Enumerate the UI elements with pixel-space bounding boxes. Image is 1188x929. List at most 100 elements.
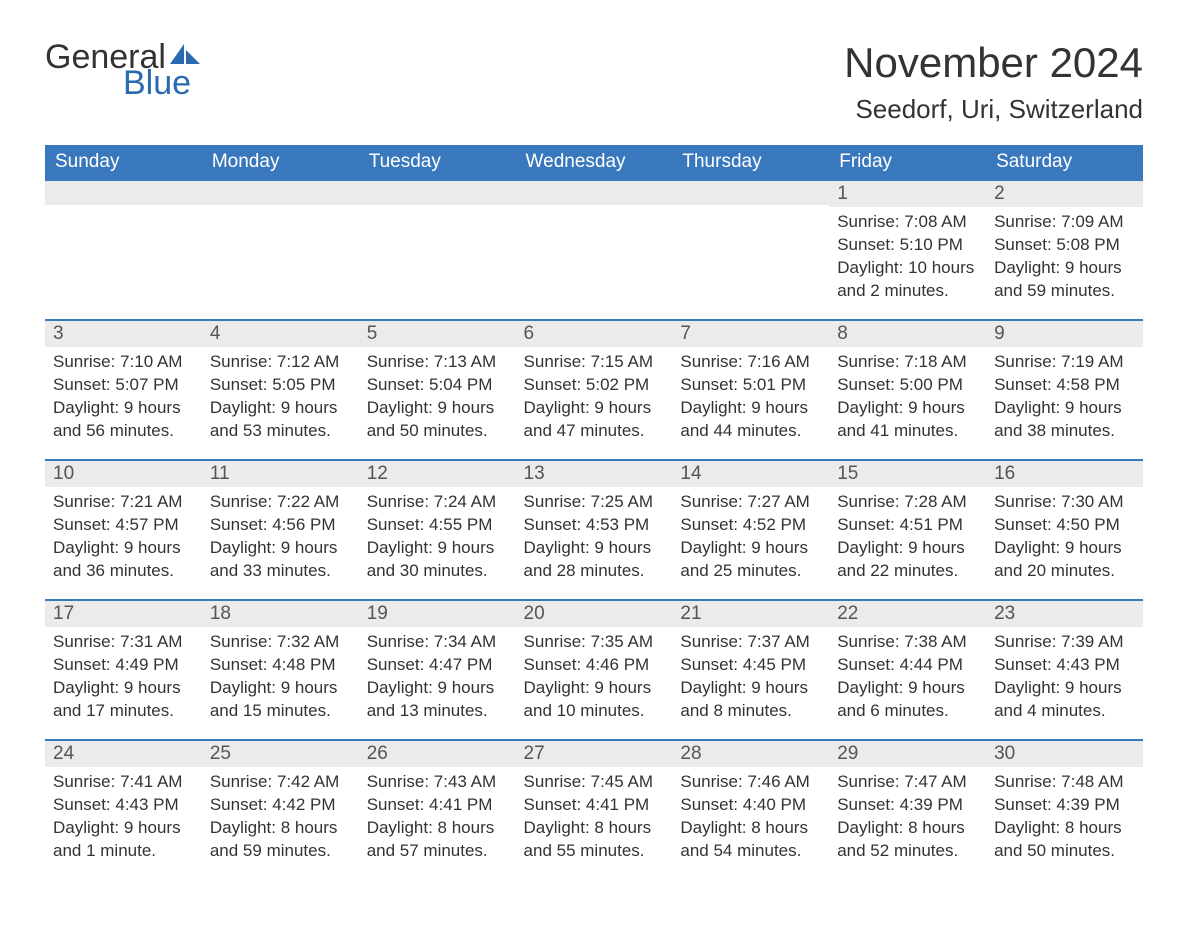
daylight-text: Daylight: 9 hours and 22 minutes. xyxy=(837,537,978,583)
day-body: Sunrise: 7:41 AMSunset: 4:43 PMDaylight:… xyxy=(45,767,202,871)
day-body: Sunrise: 7:22 AMSunset: 4:56 PMDaylight:… xyxy=(202,487,359,591)
daylight-text: Daylight: 9 hours and 10 minutes. xyxy=(524,677,665,723)
logo: General Blue xyxy=(45,40,200,100)
sunrise-text: Sunrise: 7:10 AM xyxy=(53,351,194,374)
sunrise-text: Sunrise: 7:22 AM xyxy=(210,491,351,514)
day-wrap: 22Sunrise: 7:38 AMSunset: 4:44 PMDayligh… xyxy=(829,599,986,731)
calendar-cell: 6Sunrise: 7:15 AMSunset: 5:02 PMDaylight… xyxy=(516,319,673,459)
calendar-cell: 30Sunrise: 7:48 AMSunset: 4:39 PMDayligh… xyxy=(986,739,1143,879)
calendar-cell: 12Sunrise: 7:24 AMSunset: 4:55 PMDayligh… xyxy=(359,459,516,599)
calendar-table: SundayMondayTuesdayWednesdayThursdayFrid… xyxy=(45,145,1143,879)
sunset-text: Sunset: 4:41 PM xyxy=(524,794,665,817)
sunset-text: Sunset: 4:41 PM xyxy=(367,794,508,817)
day-wrap: 9Sunrise: 7:19 AMSunset: 4:58 PMDaylight… xyxy=(986,319,1143,451)
daylight-text: Daylight: 9 hours and 41 minutes. xyxy=(837,397,978,443)
calendar-cell: 18Sunrise: 7:32 AMSunset: 4:48 PMDayligh… xyxy=(202,599,359,739)
day-body: Sunrise: 7:46 AMSunset: 4:40 PMDaylight:… xyxy=(672,767,829,871)
calendar-cell: 21Sunrise: 7:37 AMSunset: 4:45 PMDayligh… xyxy=(672,599,829,739)
sunrise-text: Sunrise: 7:39 AM xyxy=(994,631,1135,654)
calendar-week-row: 17Sunrise: 7:31 AMSunset: 4:49 PMDayligh… xyxy=(45,599,1143,739)
day-wrap: 11Sunrise: 7:22 AMSunset: 4:56 PMDayligh… xyxy=(202,459,359,591)
month-title: November 2024 xyxy=(844,40,1143,86)
sunrise-text: Sunrise: 7:46 AM xyxy=(680,771,821,794)
sunset-text: Sunset: 5:00 PM xyxy=(837,374,978,397)
daylight-text: Daylight: 9 hours and 38 minutes. xyxy=(994,397,1135,443)
calendar-cell: 22Sunrise: 7:38 AMSunset: 4:44 PMDayligh… xyxy=(829,599,986,739)
day-number: 4 xyxy=(202,321,359,347)
sunset-text: Sunset: 4:52 PM xyxy=(680,514,821,537)
day-number: 29 xyxy=(829,741,986,767)
day-number: 5 xyxy=(359,321,516,347)
day-number: 1 xyxy=(829,181,986,207)
sunrise-text: Sunrise: 7:37 AM xyxy=(680,631,821,654)
calendar-body: 1Sunrise: 7:08 AMSunset: 5:10 PMDaylight… xyxy=(45,179,1143,879)
daylight-text: Daylight: 9 hours and 47 minutes. xyxy=(524,397,665,443)
sunset-text: Sunset: 5:07 PM xyxy=(53,374,194,397)
day-body: Sunrise: 7:45 AMSunset: 4:41 PMDaylight:… xyxy=(516,767,673,871)
daylight-text: Daylight: 9 hours and 56 minutes. xyxy=(53,397,194,443)
day-wrap: 1Sunrise: 7:08 AMSunset: 5:10 PMDaylight… xyxy=(829,179,986,311)
day-number: 20 xyxy=(516,601,673,627)
calendar-cell: 11Sunrise: 7:22 AMSunset: 4:56 PMDayligh… xyxy=(202,459,359,599)
daylight-text: Daylight: 9 hours and 17 minutes. xyxy=(53,677,194,723)
sunrise-text: Sunrise: 7:35 AM xyxy=(524,631,665,654)
day-wrap: 16Sunrise: 7:30 AMSunset: 4:50 PMDayligh… xyxy=(986,459,1143,591)
weekday-header: Saturday xyxy=(986,145,1143,179)
calendar-cell: 2Sunrise: 7:09 AMSunset: 5:08 PMDaylight… xyxy=(986,179,1143,319)
sunset-text: Sunset: 4:43 PM xyxy=(994,654,1135,677)
day-wrap: 3Sunrise: 7:10 AMSunset: 5:07 PMDaylight… xyxy=(45,319,202,451)
day-body: Sunrise: 7:42 AMSunset: 4:42 PMDaylight:… xyxy=(202,767,359,871)
calendar-cell: 17Sunrise: 7:31 AMSunset: 4:49 PMDayligh… xyxy=(45,599,202,739)
day-body: Sunrise: 7:30 AMSunset: 4:50 PMDaylight:… xyxy=(986,487,1143,591)
sunset-text: Sunset: 4:39 PM xyxy=(837,794,978,817)
day-body: Sunrise: 7:21 AMSunset: 4:57 PMDaylight:… xyxy=(45,487,202,591)
sunrise-text: Sunrise: 7:48 AM xyxy=(994,771,1135,794)
empty-day xyxy=(672,179,829,205)
sunrise-text: Sunrise: 7:13 AM xyxy=(367,351,508,374)
calendar-cell: 7Sunrise: 7:16 AMSunset: 5:01 PMDaylight… xyxy=(672,319,829,459)
calendar-page: General Blue November 2024 Seedorf, Uri,… xyxy=(0,0,1188,929)
day-wrap: 29Sunrise: 7:47 AMSunset: 4:39 PMDayligh… xyxy=(829,739,986,871)
calendar-cell xyxy=(516,179,673,319)
empty-day xyxy=(359,179,516,205)
empty-day xyxy=(202,179,359,205)
sunrise-text: Sunrise: 7:15 AM xyxy=(524,351,665,374)
daylight-text: Daylight: 10 hours and 2 minutes. xyxy=(837,257,978,303)
sunset-text: Sunset: 4:58 PM xyxy=(994,374,1135,397)
daylight-text: Daylight: 9 hours and 13 minutes. xyxy=(367,677,508,723)
day-body: Sunrise: 7:18 AMSunset: 5:00 PMDaylight:… xyxy=(829,347,986,451)
sunrise-text: Sunrise: 7:45 AM xyxy=(524,771,665,794)
sunrise-text: Sunrise: 7:38 AM xyxy=(837,631,978,654)
calendar-cell xyxy=(359,179,516,319)
weekday-header: Wednesday xyxy=(516,145,673,179)
sunset-text: Sunset: 4:55 PM xyxy=(367,514,508,537)
weekday-header: Friday xyxy=(829,145,986,179)
sunrise-text: Sunrise: 7:21 AM xyxy=(53,491,194,514)
day-body: Sunrise: 7:43 AMSunset: 4:41 PMDaylight:… xyxy=(359,767,516,871)
sunrise-text: Sunrise: 7:24 AM xyxy=(367,491,508,514)
day-number: 19 xyxy=(359,601,516,627)
sunset-text: Sunset: 4:44 PM xyxy=(837,654,978,677)
calendar-cell: 19Sunrise: 7:34 AMSunset: 4:47 PMDayligh… xyxy=(359,599,516,739)
sunrise-text: Sunrise: 7:41 AM xyxy=(53,771,194,794)
empty-day xyxy=(45,179,202,205)
day-number: 30 xyxy=(986,741,1143,767)
day-wrap: 25Sunrise: 7:42 AMSunset: 4:42 PMDayligh… xyxy=(202,739,359,871)
sunset-text: Sunset: 4:50 PM xyxy=(994,514,1135,537)
day-body: Sunrise: 7:24 AMSunset: 4:55 PMDaylight:… xyxy=(359,487,516,591)
calendar-cell: 13Sunrise: 7:25 AMSunset: 4:53 PMDayligh… xyxy=(516,459,673,599)
sunset-text: Sunset: 5:02 PM xyxy=(524,374,665,397)
sunset-text: Sunset: 4:51 PM xyxy=(837,514,978,537)
daylight-text: Daylight: 8 hours and 54 minutes. xyxy=(680,817,821,863)
sunrise-text: Sunrise: 7:34 AM xyxy=(367,631,508,654)
sunrise-text: Sunrise: 7:16 AM xyxy=(680,351,821,374)
daylight-text: Daylight: 9 hours and 1 minute. xyxy=(53,817,194,863)
calendar-cell: 5Sunrise: 7:13 AMSunset: 5:04 PMDaylight… xyxy=(359,319,516,459)
day-number: 7 xyxy=(672,321,829,347)
weekday-header: Thursday xyxy=(672,145,829,179)
daylight-text: Daylight: 9 hours and 6 minutes. xyxy=(837,677,978,723)
daylight-text: Daylight: 9 hours and 25 minutes. xyxy=(680,537,821,583)
day-wrap: 18Sunrise: 7:32 AMSunset: 4:48 PMDayligh… xyxy=(202,599,359,731)
sunset-text: Sunset: 4:46 PM xyxy=(524,654,665,677)
empty-day xyxy=(516,179,673,205)
